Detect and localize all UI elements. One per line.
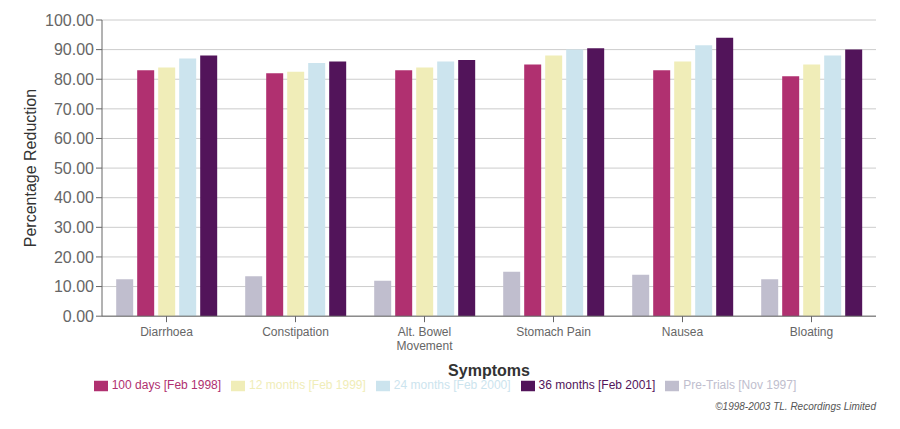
svg-text:Symptoms: Symptoms — [448, 362, 530, 379]
svg-text:20.00: 20.00 — [54, 249, 94, 266]
svg-text:Stomach Pain: Stomach Pain — [516, 325, 591, 339]
svg-text:Bloating: Bloating — [790, 325, 833, 339]
svg-text:10.00: 10.00 — [54, 278, 94, 295]
svg-text:70.00: 70.00 — [54, 101, 94, 118]
svg-text:30.00: 30.00 — [54, 219, 94, 236]
html-text:Pre-Trials [Nov 1997]: Pre-Trials [Nov 1997] — [683, 378, 797, 393]
html-text:©1998-2003 TL. Recordings Limi: ©1998-2003 TL. Recordings Limited — [715, 401, 876, 412]
svg-text:80.00: 80.00 — [54, 71, 94, 88]
svg-text:0.00: 0.00 — [63, 308, 94, 325]
html-text:36 months [Feb 2001]: 36 months [Feb 2001] — [538, 378, 656, 393]
svg-text:50.00: 50.00 — [54, 160, 94, 177]
svg-text:Nausea: Nausea — [662, 325, 704, 339]
svg-text:40.00: 40.00 — [54, 189, 94, 206]
html-text:24 months [Feb 2000]: 24 months [Feb 2000] — [393, 378, 511, 393]
html-text:100 days [Feb 1998]: 100 days [Feb 1998] — [111, 378, 222, 393]
svg-text:Alt. BowelMovement: Alt. BowelMovement — [396, 325, 453, 353]
svg-text:100.00: 100.00 — [45, 12, 94, 29]
svg-text:Diarrhoea: Diarrhoea — [140, 325, 193, 339]
svg-text:60.00: 60.00 — [54, 130, 94, 147]
svg-text:Percentage Reduction: Percentage Reduction — [22, 89, 39, 247]
html-text:12 months [Feb 1999]: 12 months [Feb 1999] — [249, 378, 366, 393]
svg-text:90.00: 90.00 — [54, 41, 94, 58]
svg-text:Constipation: Constipation — [262, 325, 329, 339]
